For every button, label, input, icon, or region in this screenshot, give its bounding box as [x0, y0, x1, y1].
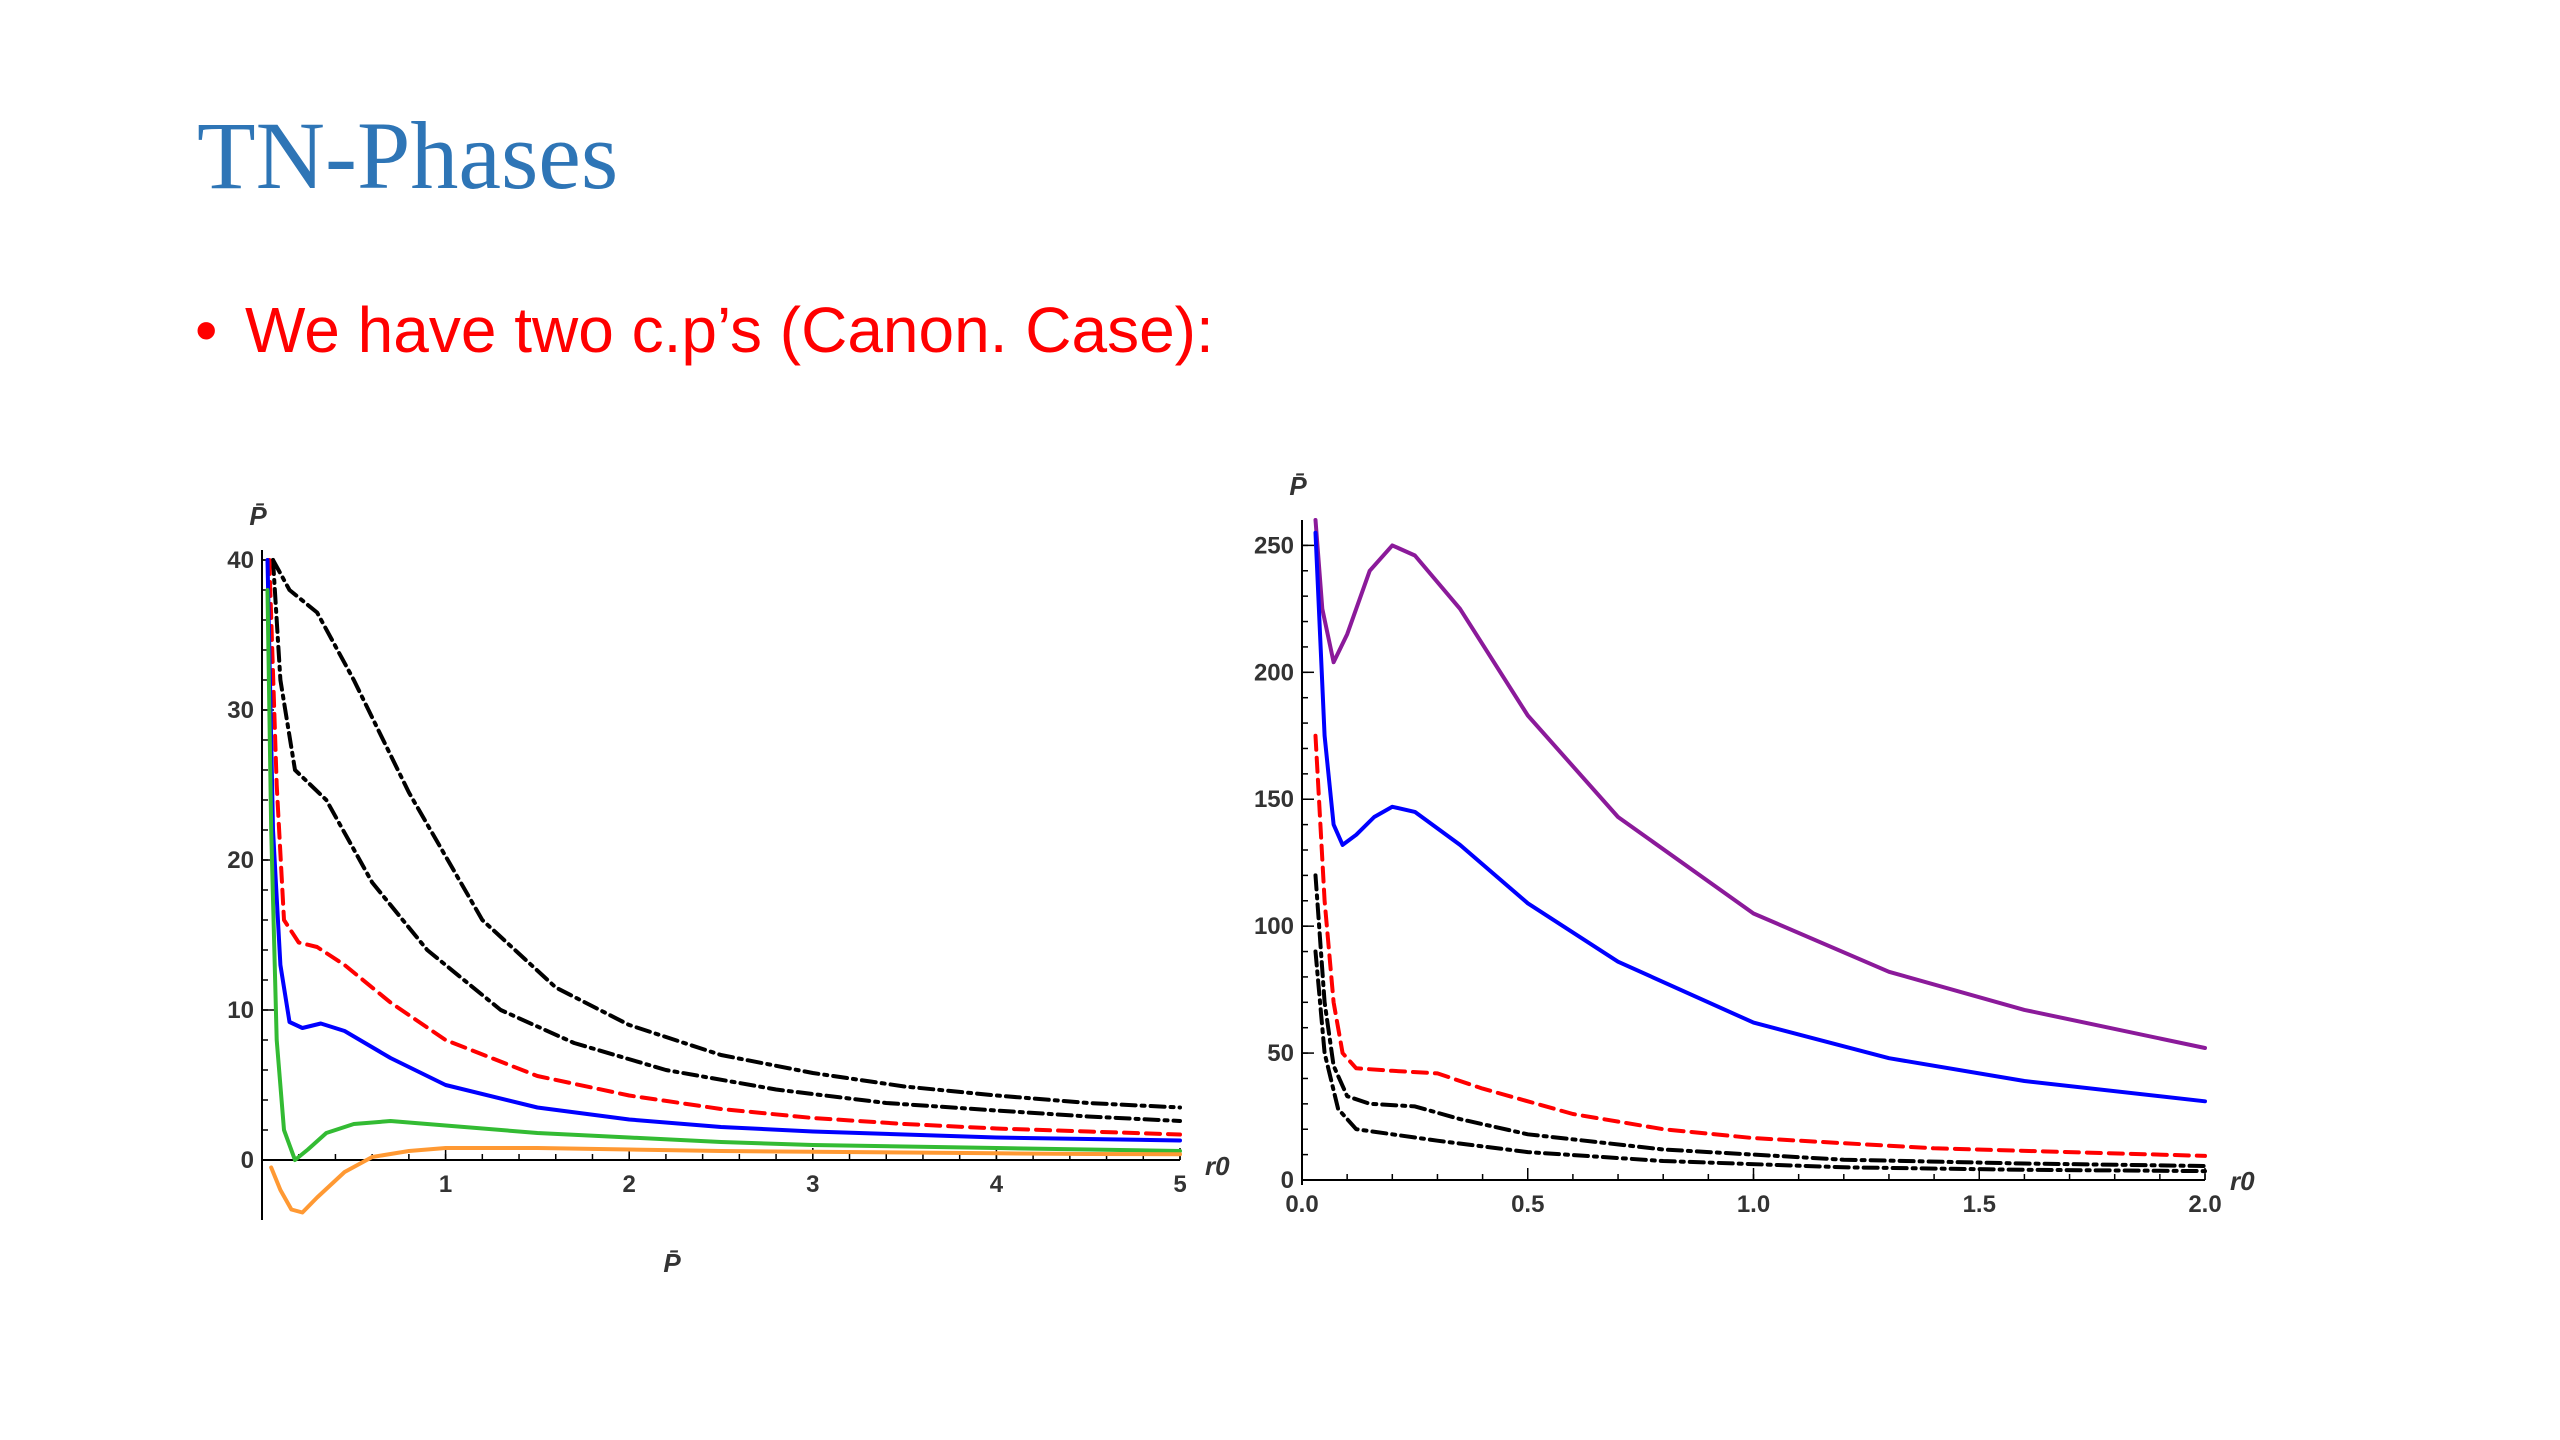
chart-2: 0.0 0.5 1.0 1.5 2.0 0 50 100 150 200 250 r0 P̄: [1254, 471, 2255, 1218]
slide-title: TN-Phases: [197, 102, 619, 209]
y-tick-label: 20: [227, 847, 254, 874]
series-line-4: [265, 558, 1182, 1143]
y-axis-label: P̄: [1289, 471, 1307, 501]
y-tick-label: 0: [241, 1147, 254, 1174]
x-tick-label: 0.0: [1285, 1191, 1318, 1218]
y-tick-label: 150: [1254, 786, 1294, 813]
bullet-point: • We have two c.p’s (Canon. Case):: [195, 298, 1214, 362]
below-label: P̄: [663, 1248, 681, 1278]
series-line-3: [267, 558, 1182, 1137]
series-line-3: [1313, 733, 2207, 1158]
bullet-text: We have two c.p’s (Canon. Case):: [245, 294, 1214, 366]
series-line-1: [271, 558, 1182, 1110]
y-tick-label: 0: [1281, 1167, 1294, 1194]
y-axis-label: P̄: [249, 501, 267, 531]
x-axis-label: r0: [2230, 1166, 2255, 1196]
series-line-2: [271, 558, 1182, 1123]
x-tick-label: 1: [439, 1171, 452, 1198]
series-line-5: [1313, 949, 2207, 1174]
y-tick-label: 100: [1254, 913, 1294, 940]
x-tick-label: 2.0: [2188, 1191, 2221, 1218]
series-line-6: [269, 1146, 1182, 1215]
y-tick-label: 250: [1254, 532, 1294, 559]
y-tick-label: 50: [1267, 1040, 1294, 1067]
series-line-2: [1313, 530, 2207, 1104]
x-tick-label: 0.5: [1511, 1191, 1544, 1218]
series-line-1: [1313, 518, 2207, 1050]
x-tick-label: 2: [623, 1171, 636, 1198]
y-tick-label: 40: [227, 547, 254, 574]
bullet-marker: •: [195, 294, 218, 366]
x-tick-label: 5: [1173, 1171, 1186, 1198]
chart-1: 1 2 3 4 5 0 10 20 30 40 r0 P̄ P̄: [227, 501, 1230, 1278]
x-tick-label: 1.0: [1737, 1191, 1770, 1218]
x-axis-label: r0: [1205, 1151, 1230, 1181]
y-tick-label: 30: [227, 697, 254, 724]
x-tick-label: 1.5: [1963, 1191, 1996, 1218]
x-tick-label: 3: [806, 1171, 819, 1198]
y-tick-label: 200: [1254, 659, 1294, 686]
x-tick-label: 4: [990, 1171, 1004, 1198]
series-line-5: [265, 588, 1182, 1162]
series-line-4: [1313, 873, 2207, 1168]
y-tick-label: 10: [227, 997, 254, 1024]
